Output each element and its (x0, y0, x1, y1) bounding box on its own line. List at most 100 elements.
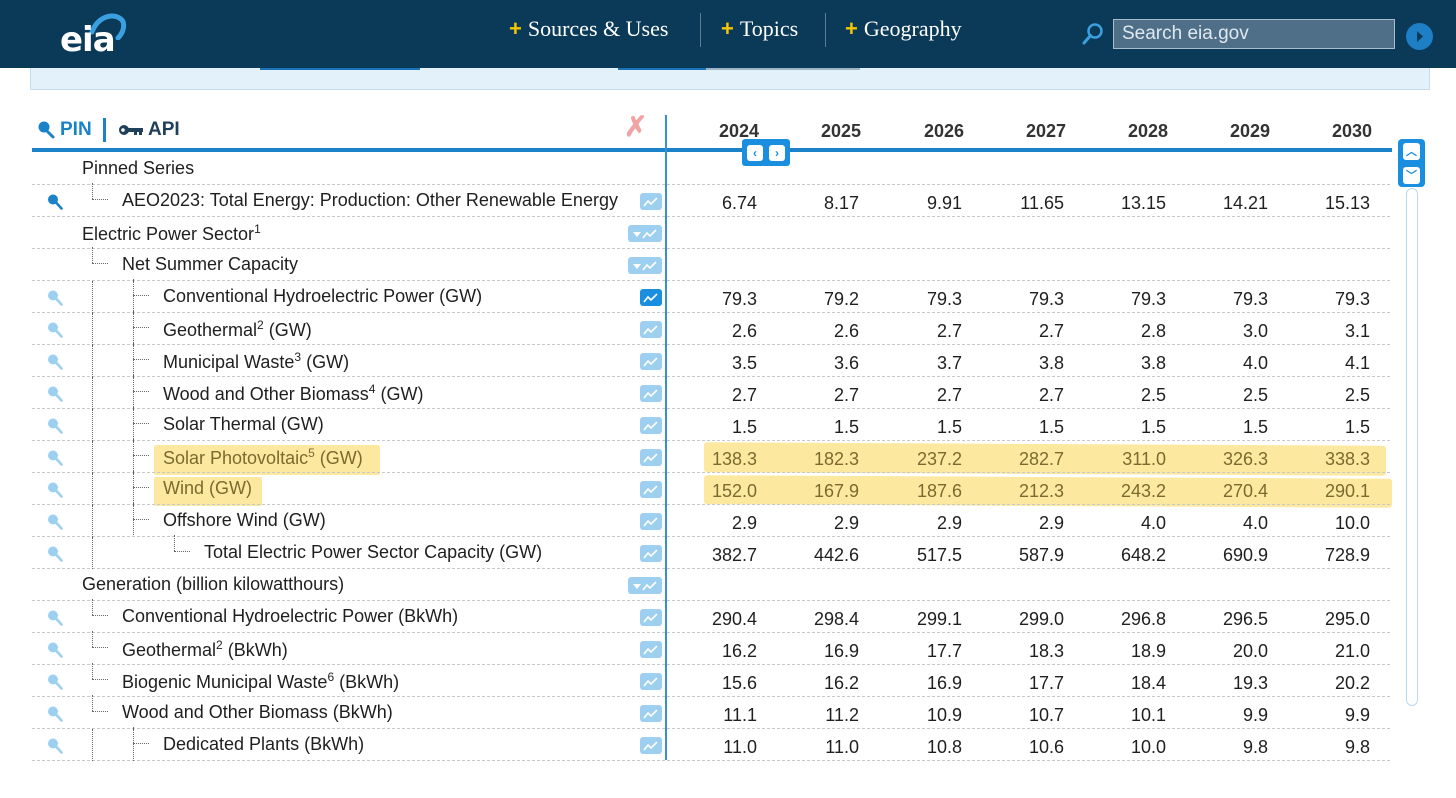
pin-series-button[interactable] (46, 641, 66, 664)
search-go-button[interactable] (1406, 23, 1433, 50)
collapse-arrow-icon (633, 231, 641, 237)
chart-series-button[interactable] (640, 193, 662, 210)
row-label[interactable]: Dedicated Plants (BkWh) (163, 734, 364, 755)
chart-series-button[interactable] (640, 545, 662, 562)
chart-series-button[interactable] (628, 225, 662, 242)
row-label[interactable]: Conventional Hydroelectric Power (GW) (163, 286, 482, 307)
chart-series-button[interactable] (640, 321, 662, 338)
frozen-column-divider[interactable] (665, 115, 667, 760)
chart-series-button[interactable] (640, 481, 662, 498)
table-row[interactable]: Net Summer Capacity (32, 247, 1390, 281)
cell-2029: 1.5 (1242, 417, 1268, 437)
row-label[interactable]: Geothermal2 (BkWh) (122, 638, 288, 661)
scroll-right-icon[interactable]: › (769, 144, 785, 161)
pin-button[interactable]: PIN (36, 119, 92, 141)
tree-connector (133, 359, 149, 360)
row-label[interactable]: Total Electric Power Sector Capacity (GW… (204, 542, 542, 563)
table-row[interactable]: AEO2023: Total Energy: Production: Other… (32, 183, 1390, 217)
eia-logo[interactable]: eia (60, 10, 128, 60)
row-label[interactable]: Conventional Hydroelectric Power (BkWh) (122, 606, 458, 627)
footnote-ref[interactable]: 3 (294, 350, 302, 364)
pin-series-button[interactable] (46, 481, 66, 504)
row-label[interactable]: Wind (GW) (163, 478, 252, 499)
api-button[interactable]: API (118, 119, 180, 141)
pin-series-button[interactable] (46, 513, 66, 536)
pin-series-button[interactable] (46, 737, 66, 760)
footnote-ref[interactable]: 6 (327, 670, 335, 684)
chart-series-button[interactable] (628, 257, 662, 274)
row-label[interactable]: Wood and Other Biomass4 (GW) (163, 382, 423, 405)
table-row[interactable]: Geothermal2 (BkWh) 16.2 16.9 17.7 18.3 18.9 2… (32, 631, 1390, 665)
table-row[interactable]: Pinned Series (32, 153, 1390, 185)
footnote-ref[interactable]: 4 (368, 382, 376, 396)
pin-series-button[interactable] (46, 417, 66, 440)
footnote-ref[interactable]: 5 (308, 446, 315, 460)
table-row[interactable]: Wind (GW) 152.0 167.9 187.6 212.3 243.2 270.4… (32, 471, 1390, 505)
cell-2027: 2.9 (1038, 513, 1064, 533)
chart-series-button[interactable] (640, 289, 662, 306)
pin-series-button[interactable] (46, 321, 66, 344)
table-row[interactable]: Total Electric Power Sector Capacity (GW… (32, 535, 1390, 569)
table-row[interactable]: Conventional Hydroelectric Power (GW) 79… (32, 279, 1390, 313)
chart-series-button[interactable] (640, 449, 662, 466)
search-input[interactable] (1113, 19, 1395, 49)
table-row[interactable]: Biogenic Municipal Waste6 (BkWh) 15.6 16.… (32, 663, 1390, 697)
row-label[interactable]: Biogenic Municipal Waste6 (BkWh) (122, 670, 399, 693)
chart-series-button[interactable] (640, 385, 662, 402)
scroll-up-icon[interactable]: ︿ (1403, 142, 1420, 160)
pin-series-button[interactable] (46, 609, 66, 632)
cell-2026: 9.91 (926, 193, 962, 213)
pin-series-button[interactable] (46, 353, 66, 376)
search-icon[interactable] (1081, 22, 1105, 46)
row-label[interactable]: Solar Photovoltaic5 (GW) (163, 446, 363, 469)
footnote-ref[interactable]: 2 (257, 318, 264, 332)
chart-series-button[interactable] (640, 705, 662, 722)
pin-series-button[interactable] (46, 193, 66, 216)
chart-series-button[interactable] (640, 641, 662, 658)
table-row[interactable]: Wood and Other Biomass (BkWh) 11.1 11.2 10… (32, 695, 1390, 729)
chart-series-button[interactable] (640, 353, 662, 370)
table-row[interactable]: Conventional Hydroelectric Power (BkWh) … (32, 599, 1390, 633)
row-label[interactable]: Solar Thermal (GW) (163, 414, 324, 435)
row-label[interactable]: Offshore Wind (GW) (163, 510, 326, 531)
table-row[interactable]: Wood and Other Biomass4 (GW) 2.7 2.7 2.7 2.… (32, 375, 1390, 409)
scroll-down-icon[interactable]: ﹀ (1403, 166, 1420, 184)
pin-series-button[interactable] (46, 705, 66, 728)
table-row[interactable]: Solar Thermal (GW) 1.5 1.5 1.5 1.5 1.5 1.5 1.5 (32, 407, 1390, 441)
vertical-scrollbar-track[interactable] (1406, 188, 1418, 706)
table-row[interactable]: Geothermal2 (GW) 2.6 2.6 2.7 2.7 2.8 3.0 3.1 (32, 311, 1390, 345)
horizontal-scroll-buttons[interactable]: ‹ › (742, 139, 790, 166)
table-row[interactable]: Offshore Wind (GW) 2.9 2.9 2.9 2.9 4.0 4.0 10.… (32, 503, 1390, 537)
chart-series-button[interactable] (628, 577, 662, 594)
pin-series-button[interactable] (46, 673, 66, 696)
footnote-ref[interactable]: 1 (254, 222, 261, 236)
vertical-scroll-buttons[interactable]: ︿ ﹀ (1398, 139, 1425, 187)
table-row[interactable]: Solar Photovoltaic5 (GW) 138.3 182.3 237.2… (32, 439, 1390, 473)
table-row[interactable]: Generation (billion kilowatthours) (32, 569, 1390, 601)
table-row[interactable]: Municipal Waste3 (GW) 3.5 3.6 3.7 3.8 3.8 4.0… (32, 343, 1390, 377)
chart-series-button[interactable] (640, 417, 662, 434)
table-row[interactable]: Dedicated Plants (BkWh) 11.0 11.0 10.8 10.6… (32, 727, 1390, 761)
table-row[interactable]: Electric Power Sector1 (32, 217, 1390, 249)
pin-series-button[interactable] (46, 385, 66, 408)
cell-2025: 2.6 (833, 321, 859, 341)
nav-geography[interactable]: + Geography (845, 16, 962, 42)
row-label[interactable]: Geothermal2 (GW) (163, 318, 312, 341)
pin-series-button[interactable] (46, 545, 66, 568)
nav-topics[interactable]: + Topics (721, 16, 798, 42)
chart-series-button[interactable] (640, 513, 662, 530)
chart-series-button[interactable] (640, 673, 662, 690)
nav-sources-uses[interactable]: + Sources & Uses (509, 16, 668, 42)
row-label[interactable]: AEO2023: Total Energy: Production: Other… (122, 190, 618, 211)
chart-series-button[interactable] (640, 737, 662, 754)
pin-series-button[interactable] (46, 449, 66, 472)
row-label[interactable]: Wood and Other Biomass (BkWh) (122, 702, 393, 723)
cell-2026: 1.5 (936, 417, 962, 437)
footnote-ref[interactable]: 2 (216, 638, 223, 652)
chart-series-button[interactable] (640, 609, 662, 626)
clear-pins-close-icon[interactable]: ✗ (624, 111, 648, 142)
pin-series-button[interactable] (46, 289, 66, 312)
nav-divider (700, 13, 701, 47)
scroll-left-icon[interactable]: ‹ (747, 144, 763, 161)
row-label[interactable]: Municipal Waste3 (GW) (163, 350, 349, 373)
